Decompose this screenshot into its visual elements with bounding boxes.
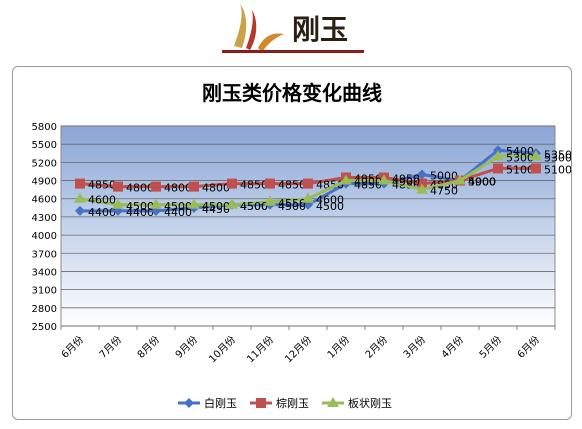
page-header: 刚玉 <box>0 0 582 62</box>
x-tick-label: 6月份 <box>59 334 86 361</box>
data-point-series-2 <box>151 181 161 192</box>
data-point-series-3 <box>492 150 504 161</box>
y-tick-label: 3700 <box>32 249 57 260</box>
data-label-series-2: 5100 <box>544 163 571 176</box>
data-label-series-3: 4750 <box>430 185 458 198</box>
data-label-series-3: 4500 <box>202 200 230 213</box>
legend-marker-2 <box>256 398 266 408</box>
y-tick-label: 4600 <box>32 195 57 206</box>
data-label-series-1: 4400 <box>88 206 116 219</box>
legend-marker-3 <box>327 397 339 407</box>
data-point-series-2 <box>531 163 541 174</box>
data-label-series-3: 4600 <box>316 194 344 207</box>
y-tick-label: 2800 <box>32 304 57 315</box>
data-label-series-3: 5000 <box>468 176 496 189</box>
data-label-series-1: 4400 <box>126 206 154 219</box>
x-tick-label: 4月份 <box>439 334 466 361</box>
data-label-series-3: 4600 <box>88 194 116 207</box>
data-point-series-3 <box>454 174 466 185</box>
x-tick-label: 6月份 <box>515 334 542 361</box>
data-label-series-3: 4500 <box>126 200 154 213</box>
y-tick-label: 3400 <box>32 267 57 278</box>
x-tick-label: 11月份 <box>244 334 276 366</box>
data-label-series-2: 4850 <box>88 179 116 192</box>
data-label-series-2: 5100 <box>506 163 534 176</box>
data-label-series-2: 4800 <box>164 182 192 195</box>
legend-marker-1 <box>184 398 194 408</box>
x-tick-label: 2月份 <box>363 334 390 361</box>
data-label-series-1: 5000 <box>430 169 458 182</box>
y-tick-label: 4000 <box>32 231 57 242</box>
data-point-series-3 <box>74 192 86 203</box>
x-tick-label: 10月份 <box>206 334 238 366</box>
y-tick-label: 5500 <box>32 140 57 151</box>
price-line-chart: 刚玉类价格变化曲线 2500 2800 3100 3400 3700 4000 4300 46… <box>32 81 571 410</box>
data-label-series-2: 4950 <box>354 173 382 186</box>
x-tick-label: 1月份 <box>325 334 352 361</box>
x-tick-label: 8月份 <box>135 334 162 361</box>
chart-title: 刚玉类价格变化曲线 <box>202 81 382 105</box>
data-point-series-3 <box>378 174 390 185</box>
data-point-series-3 <box>188 198 200 209</box>
data-label-series-1: 4400 <box>164 206 192 219</box>
data-label-series-3: 4500 <box>164 200 192 213</box>
data-point-series-2 <box>493 163 503 174</box>
data-point-series-2 <box>265 178 275 189</box>
data-point-series-2 <box>75 178 85 189</box>
data-point-series-3 <box>264 195 276 206</box>
data-label-series-1: 4900 <box>468 176 496 189</box>
data-label-series-3: 4500 <box>240 200 268 213</box>
data-point-series-3 <box>112 198 124 209</box>
data-point-series-2 <box>417 178 427 189</box>
page-title: 刚玉 <box>292 13 349 46</box>
legend-label-3: 板状刚玉 <box>348 396 392 410</box>
data-label-series-2: 4850 <box>316 179 344 192</box>
data-point-series-3 <box>416 183 428 194</box>
data-label-series-1: 4500 <box>278 200 306 213</box>
data-label-series-3: 4900 <box>392 176 420 189</box>
plot-area <box>60 125 556 327</box>
data-point-series-3 <box>150 198 162 209</box>
data-label-series-3: 4900 <box>354 176 382 189</box>
legend-label-1: 白刚玉 <box>204 396 237 410</box>
data-label-series-2: 4950 <box>392 173 420 186</box>
data-point-series-1 <box>75 205 85 216</box>
data-label-series-3: 5300 <box>544 151 571 164</box>
data-point-series-1 <box>493 145 503 156</box>
y-tick-label: 4900 <box>32 177 57 188</box>
x-tick-label: 5月份 <box>477 334 504 361</box>
chart-frame: 刚玉类价格变化曲线 2500 2800 3100 3400 3700 4000 4300 46… <box>12 66 572 420</box>
data-point-series-3 <box>302 192 314 203</box>
data-point-series-3 <box>530 150 542 161</box>
x-tick-label: 3月份 <box>401 334 428 361</box>
data-label-series-2: 4800 <box>126 182 154 195</box>
data-label-series-3: 5300 <box>506 151 534 164</box>
data-label-series-2: 4850 <box>240 179 268 192</box>
y-tick-label: 2500 <box>32 322 57 333</box>
brand-logo <box>234 4 284 52</box>
data-label-series-3: 4550 <box>278 197 306 210</box>
header-divider <box>222 50 364 53</box>
x-tick-label: 9月份 <box>173 334 200 361</box>
data-point-series-3 <box>226 198 238 209</box>
data-label-series-2: 4800 <box>202 182 230 195</box>
data-point-series-3 <box>340 174 352 185</box>
y-tick-label: 5200 <box>32 158 57 169</box>
data-label-series-2: 4900 <box>468 176 496 189</box>
y-tick-label: 4300 <box>32 213 57 224</box>
x-tick-label: 7月份 <box>97 334 124 361</box>
legend-label-2: 棕刚玉 <box>276 396 309 410</box>
data-label-series-1: 4500 <box>316 200 344 213</box>
data-label-series-1: 5350 <box>544 148 571 161</box>
data-point-series-2 <box>227 178 237 189</box>
data-point-series-2 <box>113 181 123 192</box>
data-point-series-2 <box>303 178 313 189</box>
y-tick-label: 5800 <box>32 122 57 133</box>
x-tick-label: 12月份 <box>282 334 314 366</box>
data-point-series-1 <box>417 169 427 180</box>
data-point-series-2 <box>189 181 199 192</box>
data-label-series-2: 4850 <box>278 179 306 192</box>
y-tick-label: 3100 <box>32 286 57 297</box>
